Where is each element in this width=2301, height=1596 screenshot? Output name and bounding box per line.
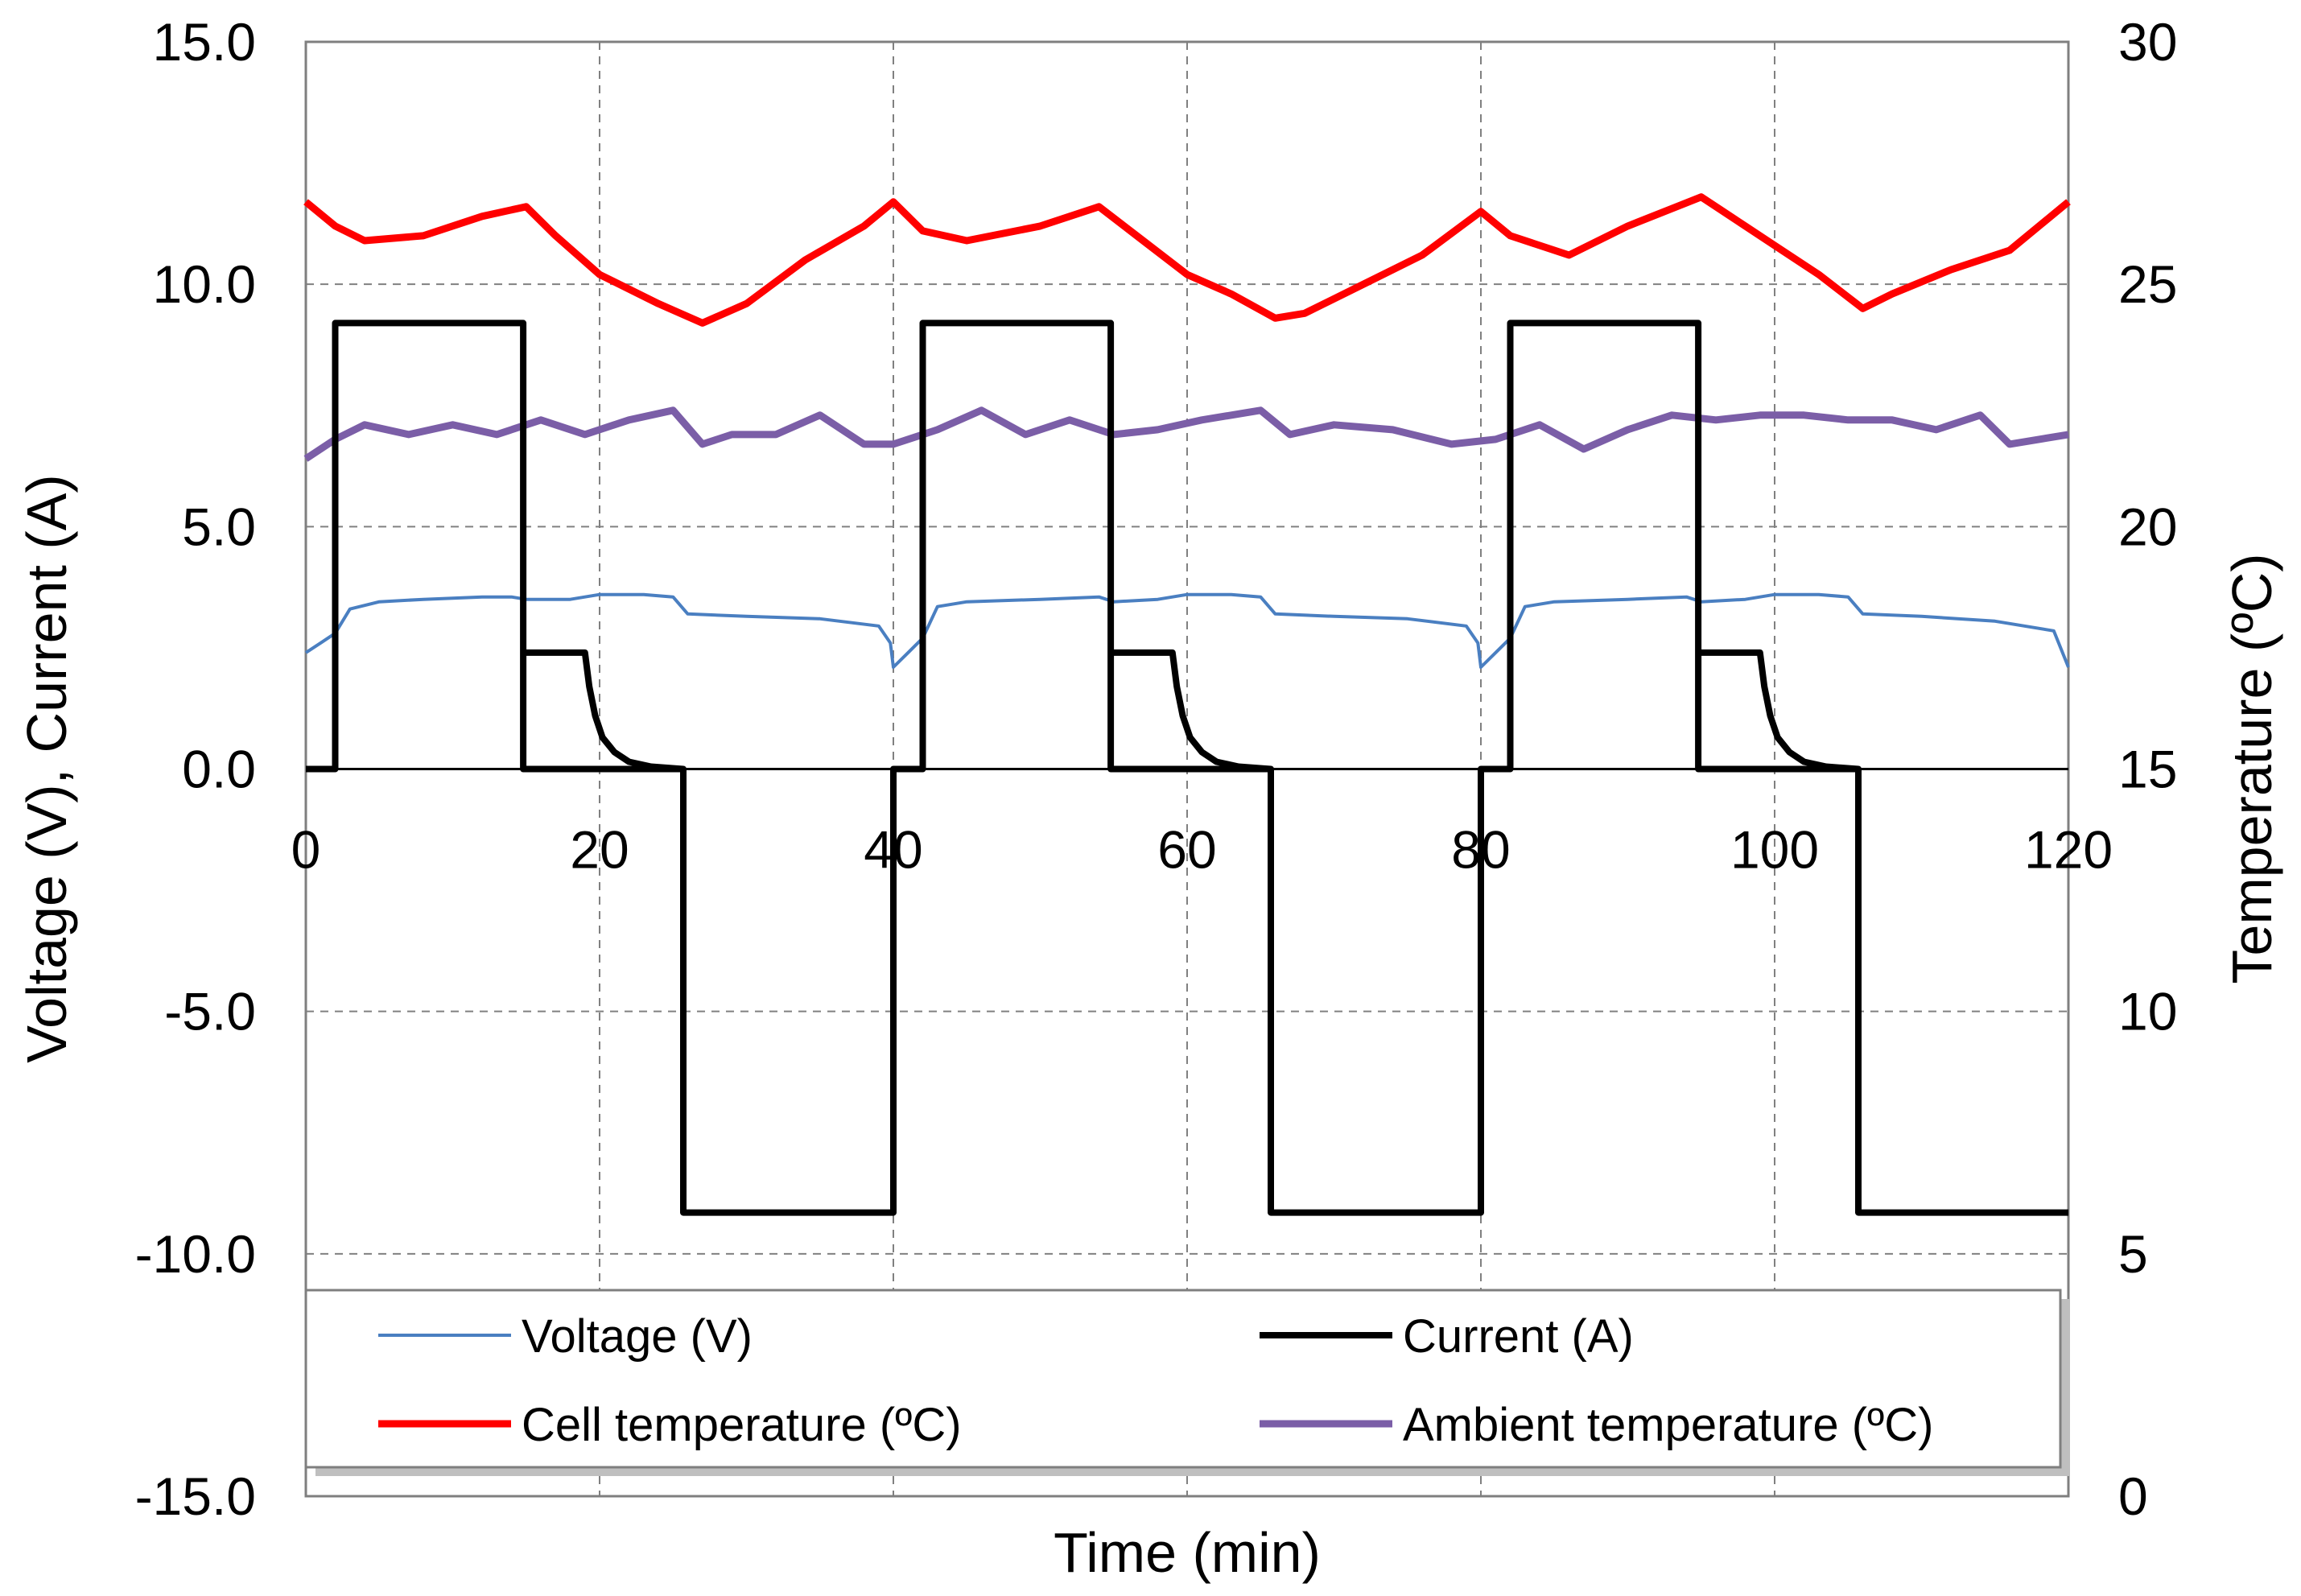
series-line-3	[303, 406, 2069, 462]
series-current-taper-2	[1701, 649, 1859, 773]
y-right-axis-title: Temperature (ºC)	[2221, 553, 2283, 984]
y-right-tick-label-4: 10	[2118, 982, 2177, 1041]
y-right-tick-label-0: 30	[2118, 12, 2177, 72]
x-tick-label-0: 0	[291, 820, 321, 880]
x-tick-label-3: 60	[1157, 820, 1216, 880]
x-tick-label-5: 100	[1730, 820, 1819, 880]
series-line-2	[303, 193, 2071, 327]
y-left-tick-label-6: -15.0	[135, 1466, 256, 1526]
y-left-tick-label-5: -10.0	[135, 1224, 256, 1284]
series-current-taper-0	[526, 649, 684, 773]
legend: Voltage (V) Current (A) Cell temperature (…	[304, 1289, 2070, 1476]
series-current-taper-1	[1113, 649, 1272, 773]
y-right-tick-labels: 30 25 20 15 10 5 0	[2118, 12, 2177, 1526]
legend-box	[304, 1289, 2062, 1469]
legend-label-0: Voltage (V)	[522, 1310, 753, 1363]
x-tick-label-2: 40	[864, 820, 922, 880]
y-right-tick-label-1: 25	[2118, 254, 2177, 314]
y-left-tick-label-4: -5.0	[164, 982, 256, 1041]
x-tick-labels: 0 20 40 60 80 100 120	[291, 820, 2113, 880]
series-line-1	[306, 320, 2068, 1216]
x-axis-title: Time (min)	[1054, 1521, 1321, 1584]
y-left-tick-label-2: 5.0	[182, 497, 256, 556]
x-tick-label-4: 80	[1451, 820, 1510, 880]
y-left-tick-labels: 15.0 10.0 5.0 0.0 -5.0 -10.0 -15.0	[135, 12, 256, 1526]
y-right-tick-label-2: 20	[2118, 497, 2177, 556]
legend-label-3: Ambient temperature (ºC)	[1403, 1399, 1933, 1451]
y-left-axis-title: Voltage (V), Current (A)	[15, 474, 78, 1062]
series-layer	[303, 193, 2071, 1216]
y-right-tick-label-3: 15	[2118, 740, 2177, 799]
legend-label-1: Current (A)	[1403, 1310, 1634, 1363]
y-left-tick-label-3: 0.0	[182, 740, 256, 799]
y-left-tick-label-1: 10.0	[153, 254, 256, 314]
legend-label-2: Cell temperature (ºC)	[522, 1399, 962, 1451]
x-tick-label-6: 120	[2024, 820, 2113, 880]
y-right-tick-label-6: 0	[2118, 1466, 2148, 1526]
y-right-tick-label-5: 5	[2118, 1224, 2148, 1284]
series-line-0	[304, 592, 2070, 669]
x-tick-label-1: 20	[570, 820, 629, 880]
y-left-tick-label-0: 15.0	[153, 12, 256, 72]
